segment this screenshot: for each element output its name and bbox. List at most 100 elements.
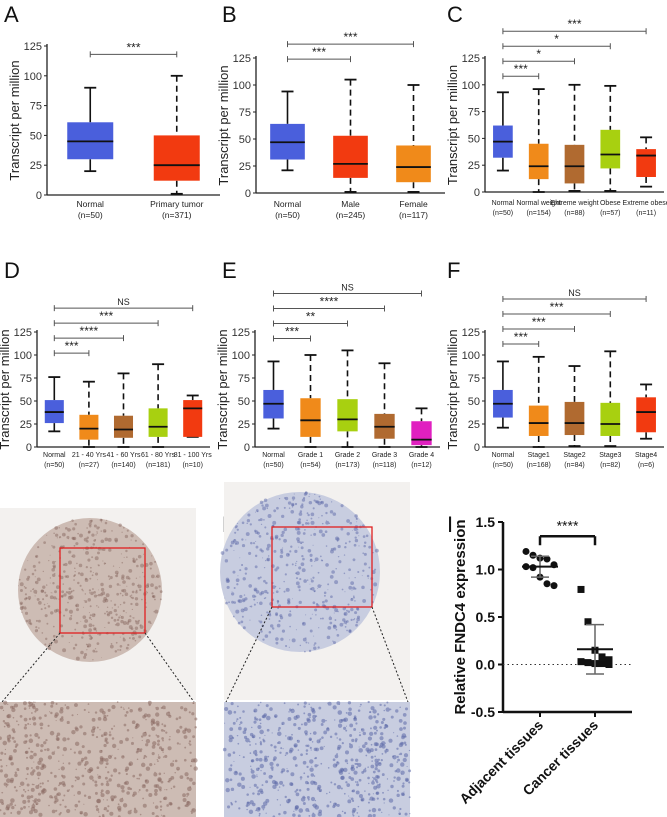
zoomed-texture bbox=[309, 746, 312, 749]
zoomed-texture bbox=[277, 741, 281, 745]
y-tick-label: 75 bbox=[238, 373, 250, 385]
zoomed-texture bbox=[269, 761, 274, 767]
zoomed-texture bbox=[237, 782, 242, 787]
tissue-texture bbox=[241, 538, 244, 541]
category-n: (n=54) bbox=[300, 462, 320, 469]
tissue-texture bbox=[313, 635, 315, 637]
y-tick-label: 25 bbox=[238, 419, 250, 431]
zoomed-texture bbox=[285, 735, 287, 737]
tissue-texture bbox=[354, 587, 357, 590]
zoomed-texture bbox=[229, 778, 233, 782]
zoomed-texture bbox=[23, 707, 27, 711]
zoomed-texture bbox=[27, 722, 30, 725]
tissue-texture bbox=[150, 574, 155, 579]
data-point bbox=[577, 658, 585, 666]
zoomed-texture bbox=[116, 783, 121, 788]
tissue-texture bbox=[276, 506, 279, 510]
zoomed-texture bbox=[157, 754, 160, 756]
tissue-texture bbox=[356, 607, 359, 611]
tissue-texture bbox=[151, 592, 154, 595]
tissue-texture bbox=[90, 591, 94, 596]
tissue-texture bbox=[86, 527, 88, 529]
tissue-texture bbox=[49, 595, 54, 600]
zoomed-texture bbox=[279, 751, 282, 754]
zoomed-texture bbox=[59, 717, 64, 722]
tissue-texture bbox=[259, 592, 263, 596]
zoomed-texture bbox=[127, 786, 131, 790]
zoomed-texture bbox=[62, 747, 68, 752]
tissue-texture bbox=[368, 545, 372, 549]
tissue-texture bbox=[75, 542, 79, 546]
zoomed-texture bbox=[61, 716, 64, 719]
zoomed-texture bbox=[0, 769, 3, 773]
zoomed-texture bbox=[54, 798, 59, 803]
tissue-texture bbox=[317, 571, 320, 574]
tissue-texture bbox=[281, 514, 285, 518]
tissue-texture bbox=[312, 507, 315, 510]
zoomed-texture bbox=[0, 751, 4, 755]
tissue-texture bbox=[63, 614, 66, 617]
zoomed-texture bbox=[132, 737, 134, 739]
tissue-texture bbox=[355, 531, 359, 535]
tissue-texture bbox=[87, 558, 91, 562]
zoomed-texture bbox=[256, 774, 258, 776]
zoomed-texture bbox=[155, 712, 160, 717]
zoomed-texture bbox=[34, 710, 37, 713]
zoomed-texture bbox=[71, 729, 76, 735]
tissue-texture bbox=[156, 574, 160, 579]
category-label: Grade 1 bbox=[298, 452, 323, 459]
tissue-texture bbox=[237, 522, 239, 525]
zoomed-texture bbox=[329, 801, 332, 803]
y-axis-label: Transcript per million bbox=[216, 65, 231, 185]
zoomed-texture bbox=[377, 769, 381, 773]
zoomed-texture bbox=[305, 780, 309, 785]
zoomed-texture bbox=[337, 710, 343, 715]
zoomed-texture bbox=[87, 749, 92, 754]
tissue-texture bbox=[248, 584, 253, 588]
tissue-texture bbox=[291, 563, 294, 566]
zoomed-texture bbox=[8, 757, 12, 761]
zoomed-texture bbox=[397, 758, 400, 762]
zoomed-texture bbox=[371, 797, 376, 801]
zoomed-texture bbox=[224, 722, 226, 724]
zoomed-texture bbox=[386, 778, 389, 780]
zoomed-texture bbox=[136, 777, 139, 780]
tissue-texture bbox=[85, 551, 89, 555]
box-61-80-yrs bbox=[148, 408, 168, 437]
tissue-texture bbox=[306, 579, 309, 581]
tissue-texture bbox=[258, 518, 261, 522]
tissue-texture bbox=[121, 531, 123, 533]
tissue-texture bbox=[372, 552, 374, 554]
box-male bbox=[333, 135, 368, 178]
zoomed-texture bbox=[84, 760, 89, 765]
tissue-texture bbox=[71, 519, 74, 522]
category-n: (n=82) bbox=[600, 462, 620, 469]
tissue-texture bbox=[309, 559, 313, 563]
tissue-texture bbox=[53, 609, 58, 613]
tissue-texture bbox=[362, 552, 365, 555]
zoomed-texture bbox=[348, 742, 351, 745]
zoomed-texture bbox=[309, 767, 314, 772]
tissue-texture bbox=[50, 592, 52, 594]
zoomed-texture bbox=[174, 759, 178, 763]
tissue-texture bbox=[81, 588, 84, 591]
tissue-texture bbox=[291, 638, 296, 643]
zoomed-texture bbox=[154, 788, 158, 793]
significance-label: *** bbox=[532, 315, 546, 329]
tissue-texture bbox=[341, 588, 344, 591]
zoomed-texture bbox=[2, 740, 8, 746]
tissue-texture bbox=[89, 637, 93, 641]
tissue-texture bbox=[317, 646, 320, 649]
y-tick-label: 125 bbox=[462, 327, 480, 339]
zoomed-texture bbox=[260, 769, 262, 772]
tissue-texture bbox=[101, 657, 102, 659]
category-n: (n=57) bbox=[600, 210, 620, 217]
zoomed-texture bbox=[344, 750, 350, 755]
zoomed-texture bbox=[388, 738, 393, 743]
panel-label-c: C bbox=[447, 2, 463, 27]
y-tick-label: 75 bbox=[239, 107, 251, 119]
zoomed-texture bbox=[3, 700, 8, 705]
tissue-texture bbox=[255, 590, 260, 594]
zoomed-texture bbox=[343, 726, 347, 730]
